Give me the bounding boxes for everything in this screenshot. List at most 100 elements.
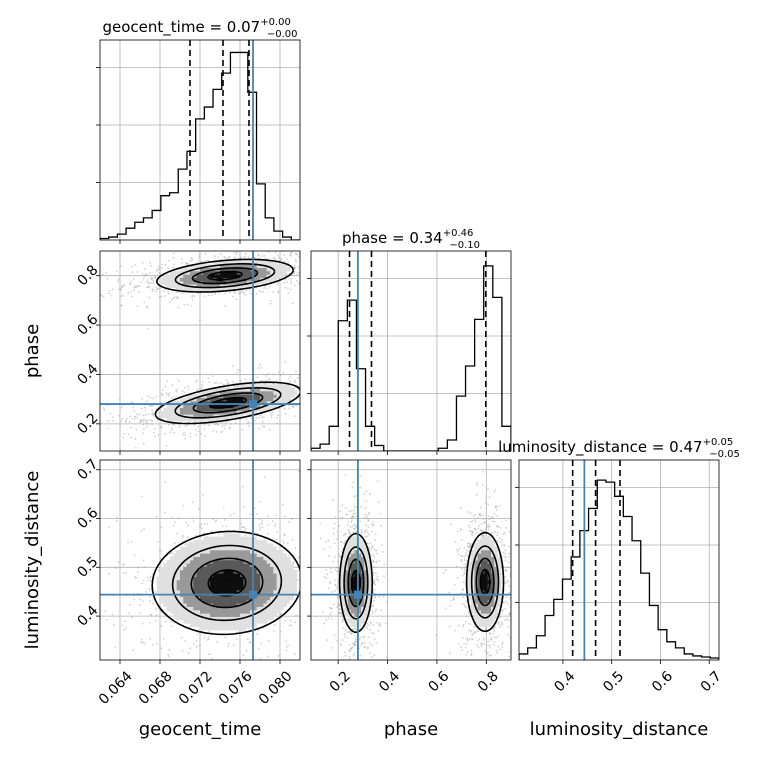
- density-cell: [163, 583, 167, 587]
- sample-point: [297, 271, 300, 274]
- sample-point: [212, 375, 215, 378]
- sample-point: [165, 444, 168, 447]
- density-cell: [180, 553, 184, 557]
- density-cell: [280, 573, 284, 577]
- sample-point: [123, 284, 126, 286]
- sample-point: [106, 277, 109, 280]
- sample-point: [331, 646, 334, 649]
- sample-point: [279, 374, 282, 377]
- density-cell: [230, 606, 234, 611]
- density-cell: [190, 277, 194, 282]
- sample-point: [320, 259, 322, 261]
- sample-point: [127, 292, 130, 294]
- density-cell: [196, 411, 201, 415]
- sample-point: [314, 560, 316, 562]
- sample-point: [228, 255, 230, 258]
- sample-point: [267, 532, 270, 535]
- sample-point: [352, 683, 354, 685]
- density-cell: [203, 560, 207, 564]
- density-cell: [236, 397, 241, 402]
- sample-point: [373, 588, 375, 591]
- sample-point: [177, 291, 180, 294]
- density-cell: [206, 606, 211, 611]
- density-cell: [283, 573, 287, 577]
- sample-point: [269, 244, 271, 246]
- sample-point: [143, 274, 146, 277]
- density-cell: [286, 384, 291, 388]
- density-cell: [283, 264, 287, 268]
- density-cell: [180, 566, 184, 571]
- sample-point: [279, 259, 282, 261]
- density-cell: [240, 576, 244, 581]
- density-cell: [236, 284, 241, 288]
- density-cell: [270, 384, 274, 388]
- density-cell: [260, 613, 264, 617]
- density-cell: [246, 387, 251, 392]
- density-cell: [200, 603, 204, 607]
- density-cell: [213, 596, 217, 601]
- sample-point: [246, 638, 249, 641]
- density-cell: [216, 387, 221, 392]
- density-cell: [266, 391, 271, 395]
- density-cell: [226, 287, 231, 292]
- sample-point: [142, 421, 145, 423]
- sample-point: [373, 581, 376, 584]
- sample-point: [120, 295, 123, 298]
- sample-point: [297, 569, 299, 572]
- sample-point: [313, 254, 315, 256]
- density-cell: [263, 271, 267, 275]
- density-cell: [226, 264, 231, 268]
- density-cell: [266, 401, 271, 405]
- density-cell: [263, 546, 267, 551]
- density-cell: [220, 606, 224, 611]
- density-cell: [213, 626, 217, 631]
- density-cell: [270, 576, 274, 581]
- density-cell: [176, 287, 181, 292]
- sample-point: [185, 521, 188, 524]
- density-cell: [246, 606, 251, 611]
- density-cell: [180, 560, 184, 564]
- density-cell: [203, 287, 207, 292]
- sample-point: [171, 427, 173, 430]
- density-cell: [180, 284, 184, 288]
- density-cell: [173, 580, 177, 584]
- sample-point: [267, 372, 270, 375]
- density-cell: [260, 281, 264, 285]
- density-cell: [223, 261, 227, 265]
- sample-point: [163, 295, 166, 297]
- sample-point: [301, 277, 303, 279]
- density-cell: [213, 620, 217, 624]
- density-cell: [196, 267, 201, 272]
- sample-point: [146, 286, 149, 289]
- sample-point: [372, 599, 375, 602]
- sample-point: [147, 281, 150, 284]
- sample-point: [331, 590, 334, 593]
- density-cell: [200, 620, 204, 624]
- sample-point: [143, 301, 146, 304]
- density-cell: [200, 407, 204, 412]
- sample-point: [139, 604, 141, 607]
- density-cell: [273, 384, 277, 388]
- density-cell: [160, 414, 164, 418]
- contour-line: [155, 258, 294, 293]
- density-cell: [176, 580, 181, 584]
- density-cell: [283, 580, 287, 584]
- sample-point: [302, 257, 304, 259]
- density-cell: [210, 407, 214, 412]
- density-cell: [183, 596, 187, 601]
- sample-point: [270, 300, 272, 302]
- sample-point: [142, 423, 145, 426]
- sample-point: [304, 267, 306, 269]
- density-cell: [176, 616, 181, 621]
- density-cell: [193, 600, 197, 604]
- density-cell: [180, 550, 184, 554]
- sample-point: [362, 271, 364, 273]
- sample-point: [262, 420, 264, 423]
- density-cell: [203, 284, 207, 288]
- density-cell: [186, 580, 191, 584]
- density-cell: [283, 583, 287, 587]
- sample-point: [124, 620, 126, 623]
- density-cell: [213, 586, 217, 591]
- density-cell: [193, 264, 197, 268]
- density-cell: [186, 267, 191, 272]
